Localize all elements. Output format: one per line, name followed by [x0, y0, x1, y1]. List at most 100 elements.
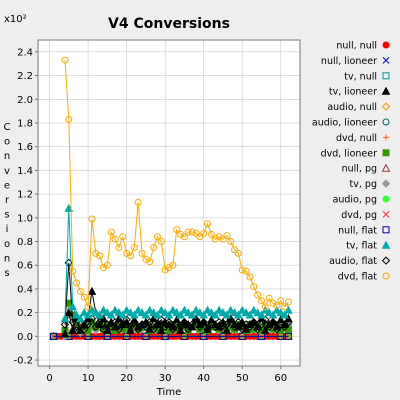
data-point-15 [153, 233, 161, 241]
legend-label: tv, flat [346, 241, 377, 252]
data-point-14 [149, 325, 158, 334]
y-tick-label: 1.2 [17, 190, 33, 201]
data-point-15 [223, 232, 231, 240]
x-tick-label: 50 [236, 373, 249, 384]
legend-label: null, flat [338, 225, 377, 236]
y-tick-label: 0.4 [17, 284, 33, 295]
data-point-3 [260, 325, 270, 334]
data-point-14 [95, 317, 104, 327]
data-point-13 [257, 310, 266, 319]
data-point-13 [60, 314, 70, 323]
data-point-13 [207, 308, 216, 317]
data-point-14 [133, 325, 143, 334]
data-point-15 [157, 238, 165, 246]
data-point-15 [134, 198, 142, 206]
data-point-15 [84, 303, 92, 311]
data-point-15 [211, 235, 219, 243]
y-axis-label-char: C [4, 122, 11, 133]
data-point-13 [118, 310, 128, 319]
legend-label: audio, pg [333, 195, 377, 206]
legend-marker [381, 102, 391, 111]
y-axis-label-char: o [4, 137, 10, 148]
data-point-13 [160, 308, 170, 317]
data-point-13 [153, 310, 162, 319]
data-point-14 [253, 325, 262, 334]
data-point-13 [203, 305, 212, 314]
data-point-15 [88, 215, 96, 223]
data-point-15 [184, 228, 192, 236]
data-point-15 [107, 228, 115, 236]
legend-marker [381, 86, 391, 95]
data-point-3 [87, 286, 97, 295]
data-point-15 [200, 229, 208, 237]
data-point-14 [176, 322, 185, 332]
data-point-13 [126, 308, 135, 317]
data-point-15 [188, 228, 196, 236]
data-point-3 [276, 315, 286, 324]
legend: null, null null, lioneer tv, null tv, lione… [312, 41, 391, 283]
data-point-14 [184, 325, 193, 334]
x-tick-label: 60 [274, 373, 287, 384]
data-point-14 [203, 325, 212, 334]
data-point-13 [79, 308, 89, 317]
data-point-13 [222, 310, 232, 319]
x-axis-label: Time [156, 387, 181, 398]
data-point-15 [273, 302, 281, 310]
data-point-13 [141, 310, 151, 319]
data-point-15 [284, 298, 292, 306]
data-point-13 [237, 305, 247, 314]
data-point-13 [68, 302, 78, 311]
data-point-13 [95, 310, 104, 319]
data-point-15 [227, 238, 235, 246]
data-point-15 [238, 266, 246, 274]
data-point-13 [133, 305, 143, 314]
data-point-15 [169, 261, 177, 269]
data-point-13 [110, 305, 120, 314]
data-point-14 [207, 320, 216, 329]
data-point-14 [284, 317, 293, 327]
y-multiplier-label: x10² [4, 14, 27, 25]
data-point-15 [246, 273, 254, 281]
legend-marker [381, 256, 391, 265]
legend-label: dvd, lioneer [321, 148, 378, 159]
data-point-13 [76, 314, 85, 323]
data-point-13 [245, 310, 255, 319]
data-point-14 [106, 322, 116, 332]
data-point-14 [226, 315, 235, 324]
data-point-3 [207, 315, 216, 324]
x-tick-label: 0 [46, 373, 52, 384]
data-point-14 [280, 322, 289, 332]
data-point-15 [161, 266, 169, 274]
data-point-15 [69, 267, 77, 275]
data-point-14 [153, 320, 162, 329]
legend-label: dvd, null [336, 133, 377, 144]
data-point-14 [191, 315, 201, 324]
y-tick-label: 2.0 [17, 95, 33, 106]
y-tick-label: 0.8 [17, 237, 33, 248]
data-point-13 [137, 308, 147, 317]
data-point-14 [211, 322, 220, 332]
data-point-13 [172, 308, 182, 317]
data-point-14 [83, 320, 93, 329]
data-point-13 [187, 310, 197, 319]
data-point-15 [231, 246, 238, 254]
data-point-12 [142, 332, 150, 340]
data-point-14 [199, 317, 208, 327]
data-point-15 [196, 233, 204, 241]
data-point-13 [103, 308, 112, 317]
data-point-13 [156, 305, 166, 314]
data-point-3 [156, 325, 166, 334]
data-point-13 [226, 305, 235, 314]
data-point-14 [230, 322, 239, 332]
legend-label: dvd, pg [341, 210, 377, 221]
data-point-15 [265, 294, 273, 302]
legend-label: dvd, flat [338, 272, 378, 283]
legend-label: audio, null [327, 102, 377, 113]
data-point-14 [264, 322, 274, 332]
legend-marker [382, 41, 390, 49]
y-axis-label-char: n [4, 151, 10, 162]
data-point-12 [49, 332, 57, 340]
data-point-14 [214, 317, 224, 327]
data-point-15 [142, 255, 150, 263]
